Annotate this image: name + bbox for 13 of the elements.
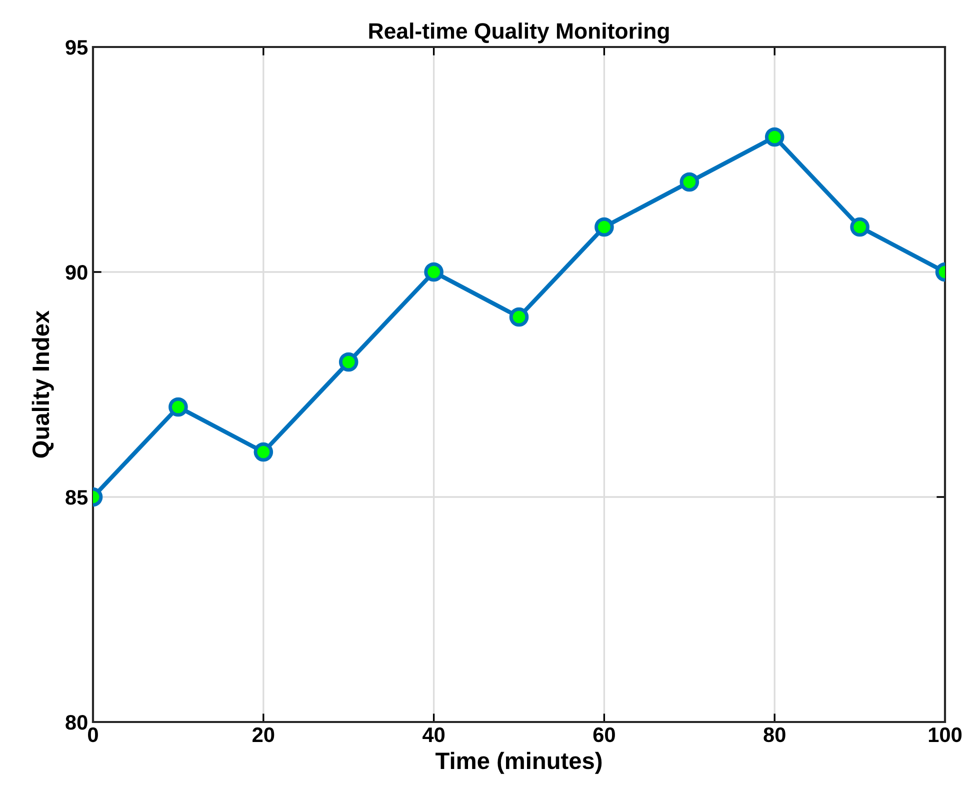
x-axis-title: Time (minutes) <box>436 752 602 774</box>
x-tick-label: 100 <box>928 727 962 742</box>
x-tick-label: 40 <box>422 727 445 742</box>
x-tick-label: 60 <box>593 727 615 742</box>
y-axis-title: Quality Index <box>32 310 54 458</box>
x-tick-label: 0 <box>88 727 98 742</box>
x-tick-label: 20 <box>252 727 274 742</box>
y-tick-label: 95 <box>66 40 88 55</box>
x-tick-label: 80 <box>764 727 786 742</box>
y-tick-label: 80 <box>66 715 88 730</box>
y-tick-label: 85 <box>66 490 88 505</box>
chart-title: Real-time Quality Monitoring <box>369 22 669 44</box>
y-tick-label: 90 <box>66 265 88 280</box>
